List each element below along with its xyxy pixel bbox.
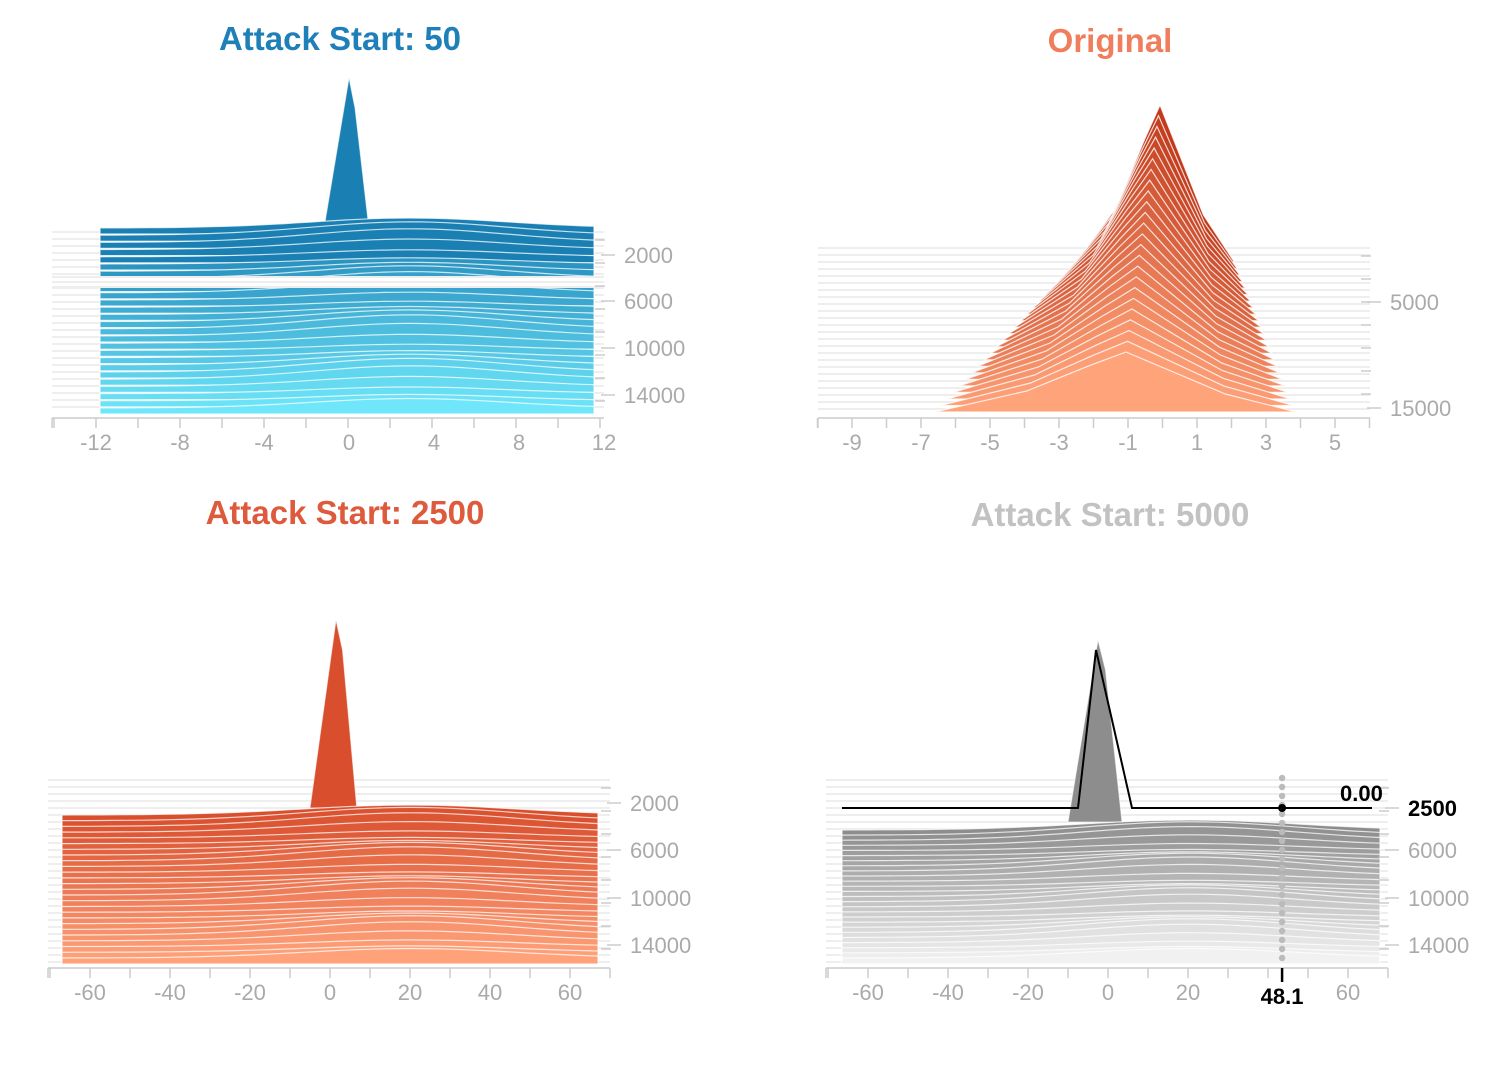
series-area[interactable]	[99, 397, 595, 415]
x-tick-label: -60	[74, 980, 106, 1005]
hover-dot	[1278, 882, 1286, 890]
y-tick-label: 15000	[1390, 396, 1451, 421]
hover-dot	[1278, 837, 1286, 845]
chart-title-attack-5000: Attack Start: 5000	[970, 496, 1250, 533]
hover-dot	[1278, 891, 1286, 899]
x-tick-label: -20	[234, 980, 266, 1005]
series-area[interactable]	[61, 947, 599, 965]
hover-dot	[1278, 810, 1286, 818]
hover-dot	[1278, 792, 1286, 800]
x-tick-label: -9	[842, 430, 862, 455]
y-tick-label: 10000	[1408, 886, 1469, 911]
x-tick-label: -40	[154, 980, 186, 1005]
y-tick-label: 14000	[624, 383, 685, 408]
x-tick-label: 40	[478, 980, 502, 1005]
hover-dot	[1278, 873, 1286, 881]
x-tick-label: -40	[932, 980, 964, 1005]
y-tick-label: 6000	[630, 838, 679, 863]
hover-y-label: 2500	[1408, 796, 1457, 821]
x-tick-label: -20	[1012, 980, 1044, 1005]
y-tick-label: 6000	[1408, 838, 1457, 863]
hover-dot	[1278, 900, 1286, 908]
x-tick-label: -1	[1118, 430, 1138, 455]
x-tick-label: -5	[980, 430, 1000, 455]
hover-x-label: 48.1	[1261, 984, 1304, 1009]
hover-dot	[1278, 945, 1286, 953]
x-tick-label: -7	[911, 430, 931, 455]
hover-dot	[1278, 828, 1286, 836]
hover-value-label: 0.00	[1340, 781, 1383, 806]
y-tick-label: 10000	[624, 336, 685, 361]
x-tick-label: 60	[558, 980, 582, 1005]
hover-dot	[1278, 855, 1286, 863]
y-tick-label: 2000	[624, 243, 673, 268]
hover-dot	[1278, 783, 1286, 791]
x-tick-label: -3	[1049, 430, 1069, 455]
hover-dot	[1278, 927, 1286, 935]
x-tick-label: 5	[1329, 430, 1341, 455]
y-tick-label: 14000	[630, 933, 691, 958]
hover-dot	[1278, 774, 1286, 782]
x-tick-label: 20	[1176, 980, 1200, 1005]
chart-title-attack-50: Attack Start: 50	[218, 20, 462, 57]
x-tick-label: 12	[592, 430, 616, 455]
hover-dot	[1278, 909, 1286, 917]
x-tick-label: 8	[513, 430, 525, 455]
x-tick-label: 20	[398, 980, 422, 1005]
hover-dot	[1278, 954, 1286, 962]
x-tick-label: 60	[1336, 980, 1360, 1005]
x-tick-label: 0	[343, 430, 355, 455]
x-tick-label: -12	[80, 430, 112, 455]
x-tick-label: -60	[852, 980, 884, 1005]
y-tick-label: 6000	[624, 289, 673, 314]
hover-highlight-line	[842, 649, 1372, 809]
hover-dot	[1278, 819, 1286, 827]
hover-point	[1278, 804, 1287, 812]
chart-title-original: Original	[1047, 22, 1173, 59]
hover-dot	[1278, 846, 1286, 854]
chart-title-attack-2500: Attack Start: 2500	[205, 494, 485, 531]
hover-dot	[1278, 936, 1286, 944]
hover-dot	[1278, 918, 1286, 926]
x-tick-label: -8	[170, 430, 190, 455]
x-tick-label: 1	[1191, 430, 1203, 455]
x-tick-label: 3	[1260, 430, 1272, 455]
y-tick-label: 14000	[1408, 933, 1469, 958]
x-tick-label: -4	[254, 430, 274, 455]
x-tick-label: 4	[428, 430, 440, 455]
y-tick-label: 5000	[1390, 290, 1439, 315]
y-tick-label: 10000	[630, 886, 691, 911]
x-tick-label: 0	[324, 980, 336, 1005]
x-tick-label: 0	[1102, 980, 1114, 1005]
hover-dot	[1278, 864, 1286, 872]
series-area[interactable]	[841, 947, 1381, 965]
series-area[interactable]	[934, 351, 1297, 413]
y-tick-label: 2000	[630, 791, 679, 816]
